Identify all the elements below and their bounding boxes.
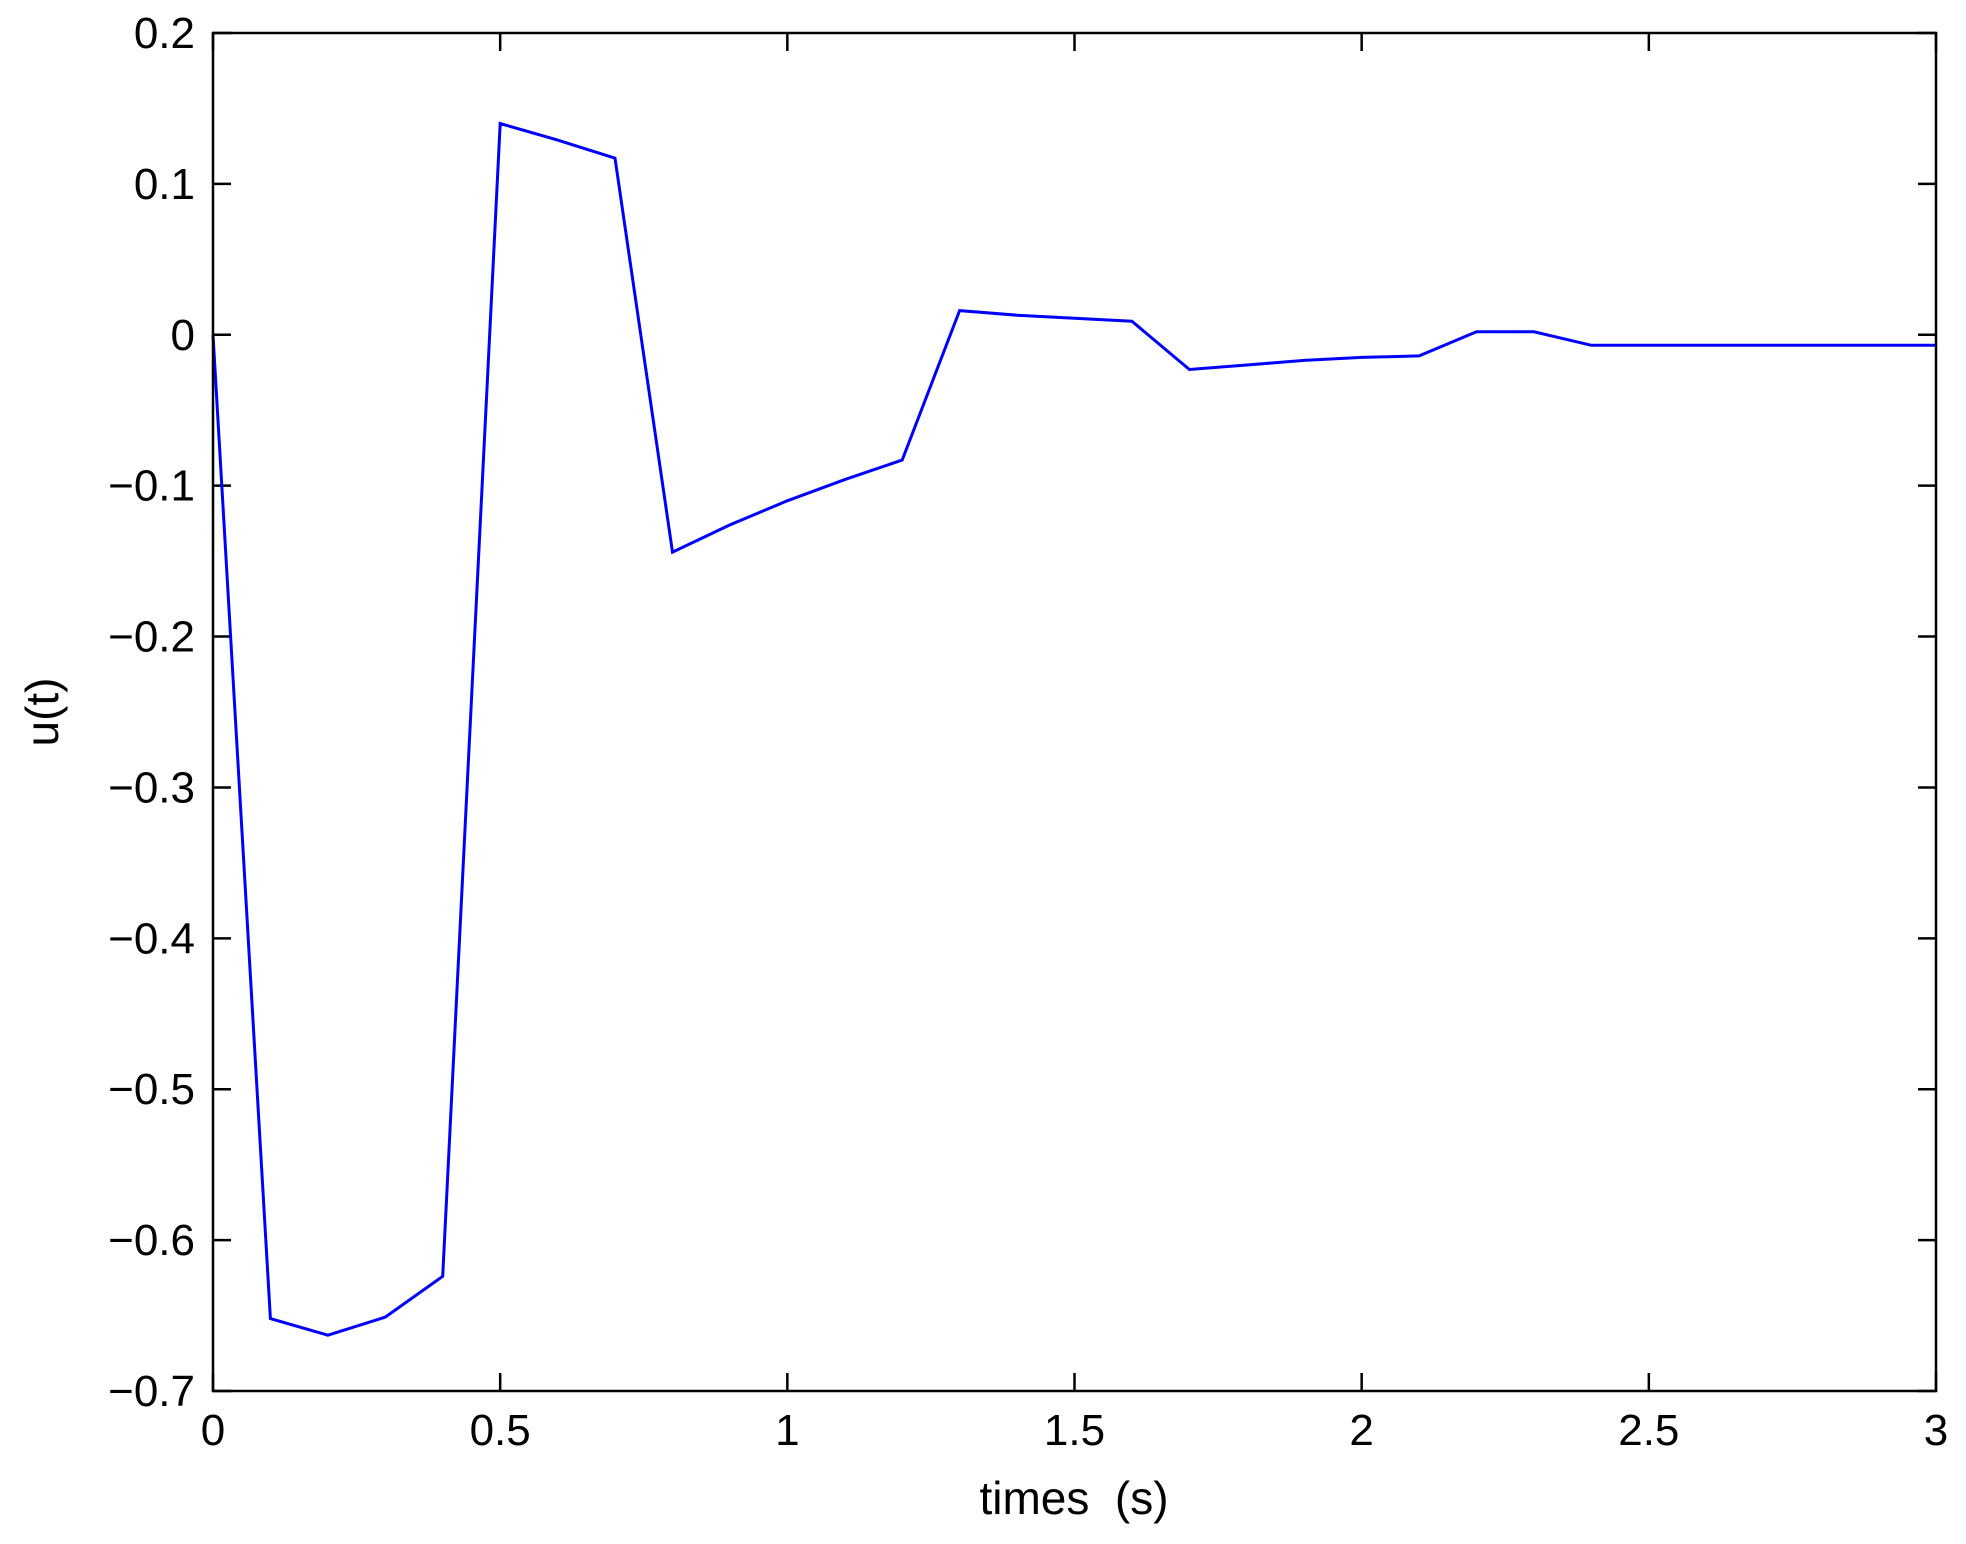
series-layer <box>211 121 1936 1337</box>
x-tick-label: 3 <box>1924 1406 1948 1455</box>
y-tick-label: −0.7 <box>108 1367 195 1416</box>
x-tick-label: 2 <box>1349 1406 1373 1455</box>
x-axis-title: times (s) <box>979 1472 1168 1524</box>
y-tick-label: −0.2 <box>108 613 195 662</box>
x-tick-label: 0.5 <box>470 1406 531 1455</box>
y-tick-label: −0.6 <box>108 1216 195 1265</box>
y-tick-label: 0.2 <box>134 9 195 58</box>
y-axis-title: u(t) <box>16 678 68 747</box>
tick-labels: 0 0.5 1 1.5 2 2.5 3 0.2 0.1 0 −0.1 −0.2 −0.3 −0.4 −0.5… <box>108 9 1948 1455</box>
x-tick-label: 0 <box>201 1406 225 1455</box>
y-tick-label: −0.5 <box>108 1065 195 1114</box>
y-tick-label: 0 <box>171 311 195 360</box>
y-tick-label: −0.1 <box>108 462 195 511</box>
series-line <box>211 121 1936 1337</box>
y-tick-label: 0.1 <box>134 160 195 209</box>
plot-area <box>213 33 1936 1391</box>
x-tick-label: 1 <box>775 1406 799 1455</box>
x-tick-label: 2.5 <box>1618 1406 1679 1455</box>
y-tick-label: −0.4 <box>108 914 195 963</box>
y-tick-label: −0.3 <box>108 763 195 812</box>
x-tick-label: 1.5 <box>1044 1406 1105 1455</box>
plot-frame <box>211 31 1938 1393</box>
